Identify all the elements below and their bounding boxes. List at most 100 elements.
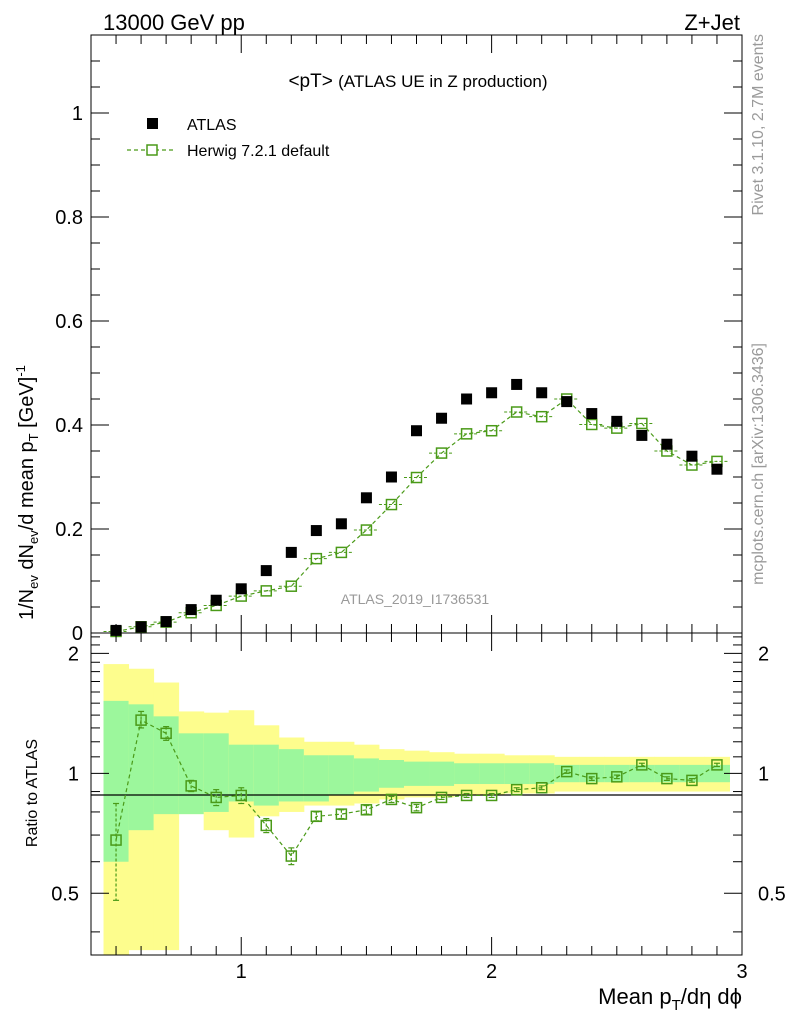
ratio-herwig-point <box>535 782 548 794</box>
inner-band-bin <box>604 764 630 783</box>
inner-band-bin <box>253 744 280 806</box>
ratio-herwig-point <box>636 759 648 771</box>
atlas-point <box>235 583 247 595</box>
herwig-point <box>636 417 648 430</box>
chart-title-sub: (ATLAS UE in Z production) <box>338 72 547 91</box>
main-y-axis-label: 1/Nev dNev/d mean pT [GeV]-1 <box>13 365 41 620</box>
side-label-bottom: mcplots.cern.ch [arXiv:1306.3436] <box>750 343 767 585</box>
herwig-point <box>310 552 323 565</box>
atlas-point <box>160 616 172 628</box>
atlas-point <box>285 546 297 558</box>
x-axis-label: Mean pT/dη dϕ <box>598 984 742 1014</box>
ratio-herwig-point <box>586 772 598 785</box>
ratio-herwig-point <box>385 793 398 806</box>
inner-band-bin <box>629 764 655 783</box>
inner-band-bin <box>303 755 330 802</box>
ratio-y-tick-label-right: 0.5 <box>758 883 786 905</box>
atlas-point <box>360 492 372 504</box>
x-tick-label: 1 <box>236 961 247 983</box>
inner-band-bin <box>429 761 455 786</box>
y-tick-label: 0.2 <box>55 519 83 541</box>
inner-band-bin <box>203 733 230 812</box>
legend-atlas-label: ATLAS <box>187 117 237 134</box>
ratio-herwig-point <box>160 727 172 740</box>
ratio-uncertainty-bands <box>103 664 730 955</box>
ratio-y-tick-labels: 0.5 0.5 1 1 2 2 <box>51 643 786 905</box>
legend-herwig-label: Herwig 7.2.1 default <box>187 143 330 160</box>
herwig-point <box>385 498 398 511</box>
atlas-point <box>335 518 347 530</box>
atlas-point <box>586 408 598 420</box>
ratio-herwig-point <box>335 808 348 820</box>
x-tick-label: 3 <box>736 961 747 983</box>
ratio-herwig-series <box>110 710 723 901</box>
herwig-point <box>485 424 498 437</box>
ratio-herwig-point <box>611 771 623 783</box>
x-tick-label: 2 <box>486 961 497 983</box>
legend-atlas-marker <box>147 118 158 129</box>
herwig-point <box>510 406 523 418</box>
atlas-series <box>110 378 723 636</box>
ratio-plot-panel: 0.5 0.5 1 1 2 2 1 2 3 Ratio to ATLAS Mean pT/dη… <box>24 632 786 1014</box>
inner-band-bin <box>454 763 480 785</box>
ratio-herwig-point <box>235 789 247 802</box>
ratio-herwig-point <box>435 791 448 804</box>
inner-band-bin <box>504 763 530 785</box>
atlas-point <box>185 604 197 616</box>
x-tick-labels: 1 2 3 <box>236 961 748 983</box>
atlas-point <box>611 415 623 427</box>
legend: ATLAS Herwig 7.2.1 default <box>127 117 330 160</box>
ratio-herwig-point <box>661 772 673 785</box>
inner-band-bin <box>403 761 430 786</box>
atlas-point <box>561 396 573 408</box>
ratio-y-tick-label: 0.5 <box>51 883 79 905</box>
atlas-point <box>661 438 673 450</box>
ratio-y-tick-label: 1 <box>68 763 79 785</box>
ratio-y-tick-label-right: 2 <box>758 643 769 665</box>
y-tick-label: 1 <box>72 103 83 125</box>
herwig-point <box>435 447 448 459</box>
main-axis-ticks <box>91 35 743 634</box>
atlas-point <box>711 463 723 475</box>
atlas-point <box>385 471 397 483</box>
herwig-point <box>285 580 298 592</box>
y-tick-label: 0 <box>72 623 83 645</box>
ratio-herwig-point <box>485 789 498 802</box>
ratio-herwig-point <box>310 810 323 823</box>
y-tick-label: 0.8 <box>55 207 83 229</box>
atlas-point <box>511 378 523 390</box>
main-y-tick-labels: 0 0.2 0.4 0.6 0.8 1 <box>55 103 83 645</box>
atlas-point <box>486 387 498 399</box>
ratio-herwig-point <box>110 834 122 846</box>
y-tick-label: 0.4 <box>55 415 83 437</box>
atlas-point <box>110 624 122 636</box>
inner-band-bin <box>704 764 730 783</box>
atlas-point <box>686 450 698 462</box>
main-plot-panel: 0 0.2 0.4 0.6 0.8 1 <pT> (ATLAS UE in Z produ… <box>13 34 743 645</box>
atlas-point <box>260 565 272 577</box>
inner-band-bin <box>353 758 380 792</box>
atlas-point <box>135 621 147 633</box>
inner-band-bin <box>228 744 255 802</box>
ratio-herwig-point <box>135 714 147 726</box>
inner-band-bin <box>479 763 505 785</box>
herwig-point <box>335 546 348 559</box>
ratio-y-tick-label: 2 <box>68 643 79 665</box>
inner-band-bin <box>278 749 305 802</box>
atlas-point <box>411 425 422 437</box>
atlas-point <box>636 429 648 441</box>
herwig-point <box>586 418 598 431</box>
atlas-point <box>310 525 322 537</box>
atlas-point <box>210 594 222 606</box>
ratio-herwig-point <box>210 791 222 804</box>
header-left: 13000 GeV pp <box>103 10 245 35</box>
ratio-herwig-point <box>410 801 423 814</box>
side-label-top: Rivet 3.1.10, 2.7M events <box>750 34 767 215</box>
herwig-point <box>410 471 423 484</box>
inner-band-bin <box>529 763 555 785</box>
ratio-y-axis-label: Ratio to ATLAS <box>24 739 41 847</box>
inner-band-bin <box>178 733 205 815</box>
ratio-plot-frame <box>90 632 743 956</box>
ratio-herwig-point <box>360 804 373 816</box>
